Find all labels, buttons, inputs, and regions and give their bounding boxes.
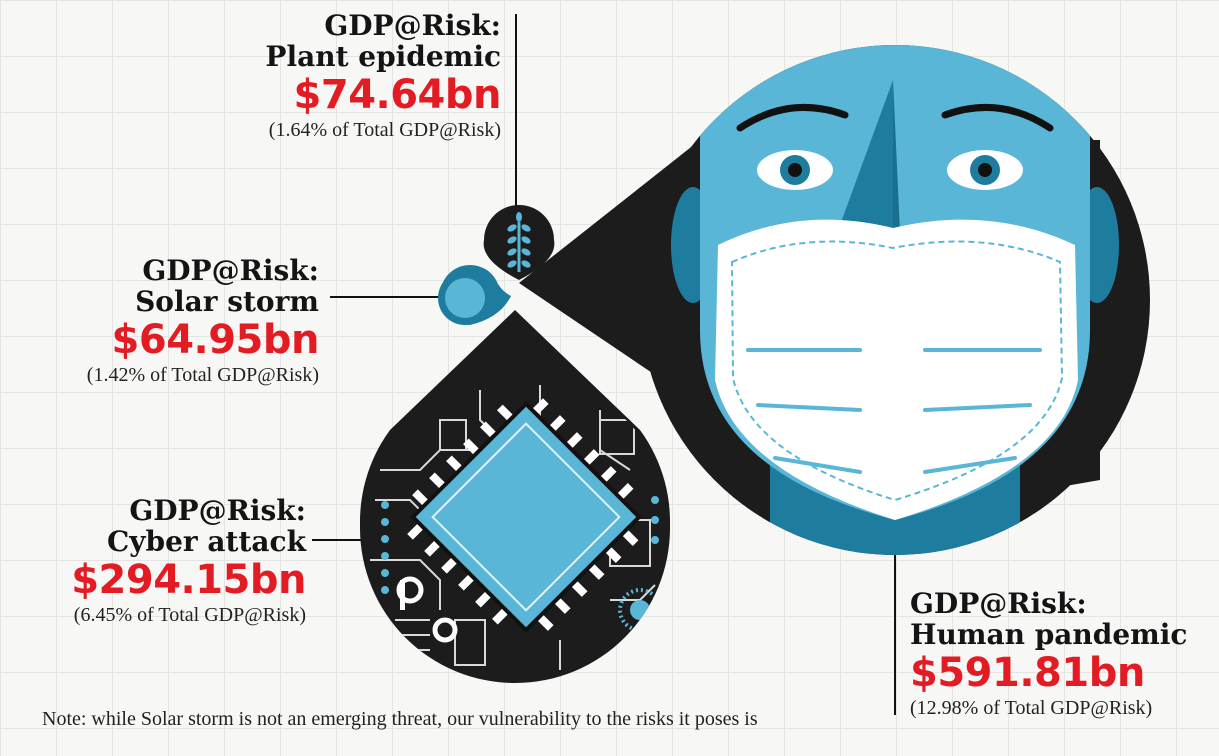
wheat-icon xyxy=(483,205,555,280)
solar-head-line2: Solar storm xyxy=(135,285,319,318)
masked-face-icon xyxy=(640,45,1150,555)
cyber-head-line2: Cyber attack xyxy=(106,525,306,558)
plant-epidemic-label: GDP@Risk: Plant epidemic $74.64bn (1.64%… xyxy=(265,10,501,142)
pandemic-percentage: (12.98% of Total GDP@Risk) xyxy=(910,697,1153,719)
plant-percentage: (1.64% of Total GDP@Risk) xyxy=(268,119,501,141)
solar-value: $64.95bn xyxy=(111,317,320,363)
cyber-value: $294.15bn xyxy=(71,557,306,603)
pandemic-value: $591.81bn xyxy=(910,650,1145,696)
cyber-head-line1: GDP@Risk: xyxy=(129,494,306,527)
human-pandemic-label: GDP@Risk: Human pandemic $591.81bn (12.9… xyxy=(910,588,1187,720)
sun-icon xyxy=(438,265,511,325)
solar-head-line1: GDP@Risk: xyxy=(142,254,319,287)
solar-storm-label: GDP@Risk: Solar storm $64.95bn (1.42% of… xyxy=(86,254,320,387)
pandemic-head-line2: Human pandemic xyxy=(910,618,1188,651)
cyber-percentage: (6.45% of Total GDP@Risk) xyxy=(73,604,306,626)
plant-head-line1: GDP@Risk: xyxy=(324,9,501,42)
microchip-icon xyxy=(360,310,670,683)
solar-percentage: (1.42% of Total GDP@Risk) xyxy=(86,364,319,386)
connector-lines xyxy=(312,14,896,715)
plant-head-line2: Plant epidemic xyxy=(265,40,501,73)
plant-value: $74.64bn xyxy=(293,72,502,118)
pandemic-head-line1: GDP@Risk: xyxy=(910,587,1087,620)
cyber-attack-label: GDP@Risk: Cyber attack $294.15bn (6.45% … xyxy=(71,495,306,627)
footnote: Note: while Solar storm is not an emergi… xyxy=(42,708,758,730)
